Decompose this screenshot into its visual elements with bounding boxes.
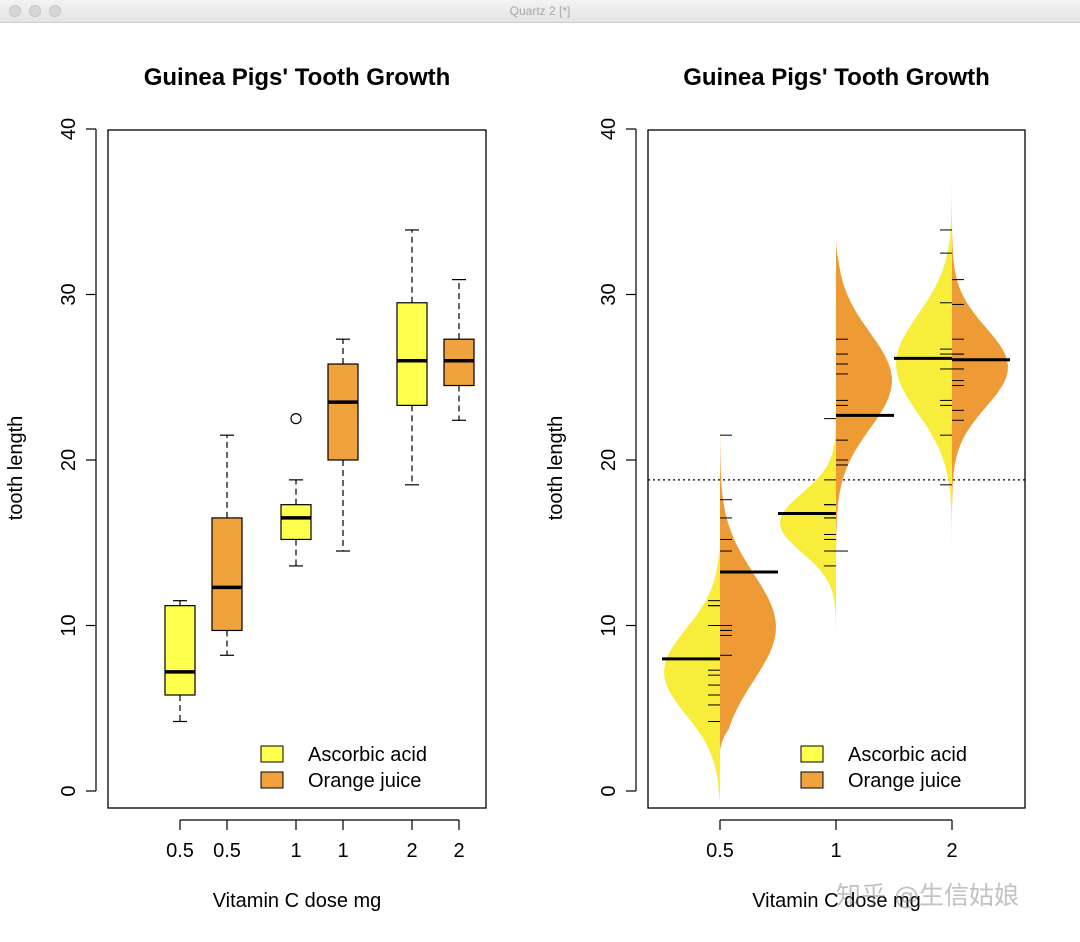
y-tick-label: 0 xyxy=(58,785,80,796)
legend: Ascorbic acid Orange juice xyxy=(800,744,967,792)
y-tick-label: 10 xyxy=(58,614,80,636)
y-axis: 0 10 20 30 40 xyxy=(598,118,637,797)
violin-half-ascorbic xyxy=(664,547,720,805)
minimize-window-button[interactable] xyxy=(29,5,41,17)
plot-frame xyxy=(107,129,487,809)
x-axis: 0.5 0.5 1 1 2 2 xyxy=(166,819,465,862)
x-tick-label: 2 xyxy=(406,840,417,862)
x-tick-label: 0.5 xyxy=(166,840,194,862)
x-tick-label: 0.5 xyxy=(706,840,734,862)
x-axis: 0.5 1 2 xyxy=(706,819,958,862)
violin-half-ascorbic xyxy=(896,129,952,585)
y-tick-label: 0 xyxy=(598,785,620,796)
chart-title: Guinea Pigs' Tooth Growth xyxy=(144,64,451,91)
watermark-text: 知乎 @生信姑娘 xyxy=(836,881,1019,910)
legend-label: Ascorbic acid xyxy=(848,744,967,766)
legend-label: Ascorbic acid xyxy=(308,744,427,766)
boxplot-panel: Guinea Pigs' Tooth Growth Vitamin C dose … xyxy=(5,64,487,912)
violin-half-orange xyxy=(836,239,892,651)
y-tick-label: 30 xyxy=(58,283,80,305)
x-tick-label: 0.5 xyxy=(213,840,241,862)
legend-swatch xyxy=(260,771,284,789)
violin-group-2 xyxy=(894,129,1010,585)
box-iqr xyxy=(211,517,243,632)
box-iqr xyxy=(280,504,312,541)
box-iqr xyxy=(396,302,428,406)
legend-swatch xyxy=(260,745,284,763)
plot-canvas: Guinea Pigs' Tooth Growth Vitamin C dose … xyxy=(5,64,1026,912)
legend-label: Orange juice xyxy=(848,770,961,792)
box-2-orange xyxy=(443,279,475,421)
box-2-ascorbic xyxy=(396,229,428,486)
x-tick-label: 1 xyxy=(337,840,348,862)
violin-group-1 xyxy=(778,239,894,666)
legend: Ascorbic acid Orange juice xyxy=(260,744,427,792)
y-tick-label: 30 xyxy=(598,283,620,305)
y-axis-label: tooth length xyxy=(545,416,567,521)
y-axis-label: tooth length xyxy=(5,416,27,521)
y-tick-label: 40 xyxy=(598,118,620,140)
x-tick-label: 1 xyxy=(830,840,841,862)
box-1-ascorbic xyxy=(280,413,312,567)
violin-half-ascorbic xyxy=(780,418,836,666)
plot-frame xyxy=(647,129,1026,809)
x-axis-label: Vitamin C dose mg xyxy=(213,890,382,912)
box-iqr xyxy=(327,363,359,461)
box-0.5-ascorbic xyxy=(164,600,196,723)
legend-label: Orange juice xyxy=(308,770,421,792)
violin-panel: Guinea Pigs' Tooth Growth Vitamin C dose … xyxy=(545,64,1026,912)
legend-swatch xyxy=(800,771,824,789)
x-axis-label: Vitamin C dose mg xyxy=(752,890,921,912)
y-tick-label: 40 xyxy=(58,118,80,140)
window-titlebar: Quartz 2 [*] xyxy=(0,0,1080,23)
violin-half-orange xyxy=(952,178,1008,520)
window-title: Quartz 2 [*] xyxy=(509,4,571,18)
violin-group-0.5 xyxy=(662,335,778,805)
y-tick-label: 20 xyxy=(58,449,80,471)
y-tick-label: 20 xyxy=(598,449,620,471)
chart-title: Guinea Pigs' Tooth Growth xyxy=(683,64,990,91)
zoom-window-button[interactable] xyxy=(49,5,61,17)
box-1-orange xyxy=(327,338,359,552)
box-0.5-orange xyxy=(211,434,243,656)
violin-half-orange xyxy=(720,335,776,750)
x-tick-label: 1 xyxy=(290,840,301,862)
close-window-button[interactable] xyxy=(9,5,21,17)
x-tick-label: 2 xyxy=(946,840,957,862)
box-iqr xyxy=(164,605,196,696)
x-tick-label: 2 xyxy=(453,840,464,862)
y-axis: 0 10 20 30 40 xyxy=(58,118,97,797)
legend-swatch xyxy=(800,745,824,763)
y-tick-label: 10 xyxy=(598,614,620,636)
outlier-point xyxy=(290,413,302,425)
